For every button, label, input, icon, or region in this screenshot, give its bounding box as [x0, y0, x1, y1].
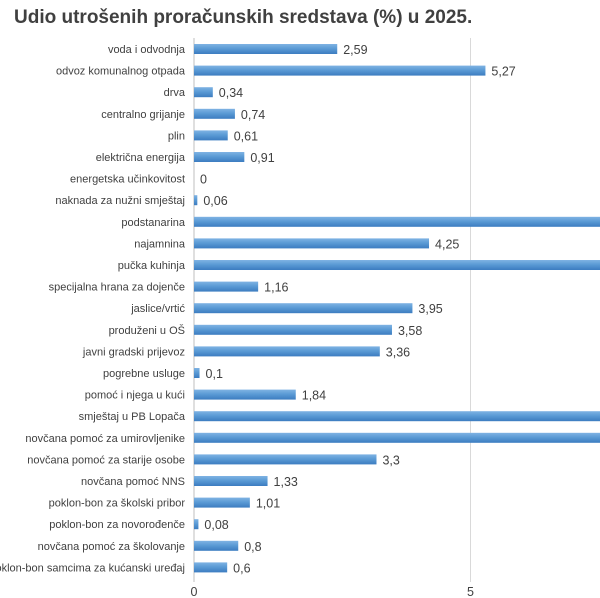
- category-label: centralno grijanje: [101, 109, 185, 121]
- category-label: novčana pomoć za školovanje: [38, 541, 185, 553]
- bar: [194, 260, 600, 270]
- data-label: 1,33: [274, 475, 298, 489]
- data-label: 0,1: [206, 367, 223, 381]
- x-tick-label: 0: [191, 585, 198, 598]
- bar: [194, 432, 600, 443]
- data-label: 0,08: [204, 518, 228, 532]
- category-label: pučka kuhinja: [118, 260, 186, 272]
- x-tick-label: 5: [467, 585, 474, 598]
- data-label: 5,27: [491, 65, 515, 79]
- bar: [194, 346, 380, 357]
- data-label: 4,25: [435, 237, 459, 251]
- category-label: naknada za nužni smještaj: [55, 195, 185, 207]
- bar: [194, 540, 239, 551]
- category-label: novčana pomoć NNS: [81, 476, 185, 488]
- bars: [194, 44, 600, 573]
- category-label: produženi u OŠ: [109, 324, 185, 337]
- bar: [194, 281, 259, 292]
- bar: [194, 454, 377, 465]
- data-label: 1,84: [302, 389, 326, 403]
- data-label: 0,6: [233, 561, 250, 575]
- data-label: 3,95: [418, 302, 442, 316]
- bar: [194, 152, 245, 162]
- bar: [194, 44, 338, 54]
- x-axis-ticks: 05101520253035: [191, 585, 475, 598]
- data-label: 3,58: [398, 324, 422, 338]
- category-label: smještaj u PB Lopača: [79, 411, 186, 423]
- category-label: plin: [168, 130, 185, 142]
- bar: [194, 476, 268, 486]
- data-label: 2,59: [343, 43, 367, 57]
- bar: [194, 65, 486, 76]
- category-labels: voda i odvodnja odvoz komunalnog otpada dr…: [0, 44, 186, 574]
- bar: [194, 87, 213, 98]
- category-label: najamnina: [134, 238, 186, 250]
- data-labels: 2,595,270,340,740,610,9100,0615,694,259,…: [200, 43, 516, 575]
- category-label: električna energija: [96, 152, 186, 164]
- data-label: 0: [200, 173, 207, 187]
- data-label: 0,61: [234, 129, 258, 143]
- data-label: 0,06: [203, 194, 227, 208]
- category-label: pogrebne usluge: [103, 368, 185, 380]
- category-label: podstanarina: [121, 217, 185, 229]
- bar: [194, 497, 250, 508]
- data-label: 3,3: [382, 453, 399, 467]
- bar: [194, 130, 228, 141]
- category-label: drva: [164, 87, 186, 99]
- category-label: specijalna hrana za dojenče: [49, 282, 185, 294]
- bar: [194, 519, 199, 530]
- category-label: energetska učinkovitost: [70, 174, 185, 186]
- data-label: 0,91: [250, 151, 274, 165]
- category-label: poklon-bon za novorođenče: [49, 519, 185, 531]
- category-label: poklon-bon za školski pribor: [49, 498, 186, 510]
- data-label: 3,36: [386, 345, 410, 359]
- bar: [194, 303, 413, 314]
- bar: [194, 238, 430, 249]
- data-label: 1,01: [256, 497, 280, 511]
- bar: [194, 216, 600, 227]
- category-label: jaslice/vrtić: [130, 303, 185, 315]
- bar: [194, 108, 235, 119]
- bar: [194, 324, 392, 335]
- data-label: 0,34: [219, 86, 243, 100]
- category-label: voda i odvodnja: [108, 44, 186, 56]
- category-label: novčana pomoć za umirovljenike: [25, 433, 185, 445]
- bar: [194, 368, 200, 378]
- chart-title: Udio utrošenih proračunskih sredstava (%…: [14, 7, 473, 28]
- bar: [194, 195, 198, 206]
- data-label: 1,16: [264, 281, 288, 295]
- bar: [194, 389, 296, 400]
- category-label: odvoz komunalnog otpada: [56, 66, 186, 78]
- category-label: novčana pomoć za starije osobe: [27, 454, 185, 466]
- category-label: poklon-bon samcima za kućanski uređaj: [0, 562, 185, 574]
- data-label: 0,74: [241, 108, 265, 122]
- bar: [194, 562, 228, 573]
- category-label: pomoć i njega u kući: [85, 390, 185, 402]
- data-label: 0,8: [244, 540, 261, 554]
- category-label: javni gradski prijevoz: [82, 346, 185, 358]
- bar: [194, 411, 600, 422]
